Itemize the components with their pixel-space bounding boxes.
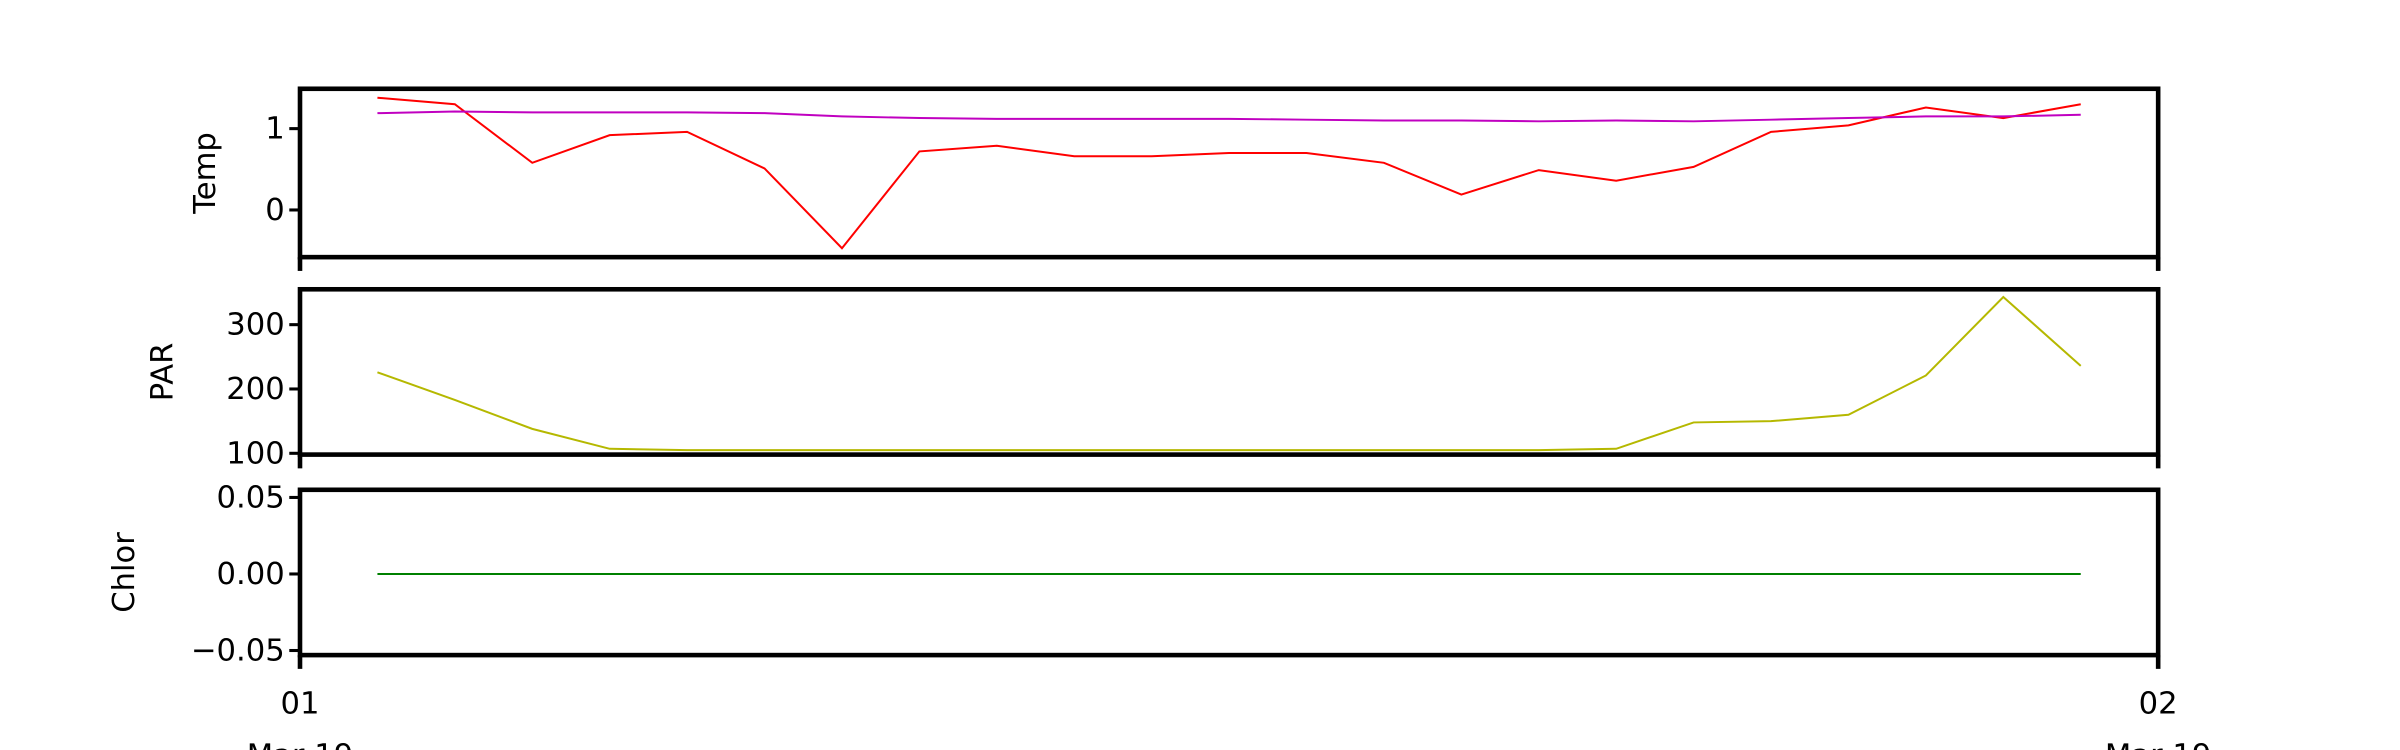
x-tick-label: 01 Mar 19: [247, 684, 353, 750]
x-tick-label-box: 02 Mar 19: [2105, 684, 2211, 750]
x-tick-label: 02 Mar 19: [2105, 684, 2211, 750]
y-axis-label: Chlor: [107, 532, 142, 613]
axes-frame: [297, 487, 2161, 658]
y-axis-label: Temp: [188, 132, 223, 215]
y-tick-label: 200: [226, 372, 284, 407]
y-tick-label: 0.05: [217, 480, 285, 515]
axes-frame: [297, 286, 2161, 457]
axes-frame: [297, 86, 2161, 260]
y-tick-label: 0.00: [217, 557, 285, 592]
y-axis-label: PAR: [145, 343, 180, 402]
data-line: [377, 110, 2081, 123]
data-line: [377, 295, 2082, 452]
y-tick-label: 0: [265, 193, 284, 228]
data-line: [377, 96, 2081, 250]
y-tick-label: −0.05: [191, 634, 285, 669]
y-tick-label: 300: [226, 308, 284, 343]
y-tick-label: 100: [226, 436, 284, 471]
x-tick-label-box: 01 Mar 19: [247, 684, 353, 750]
y-tick-label: 1: [265, 112, 284, 147]
